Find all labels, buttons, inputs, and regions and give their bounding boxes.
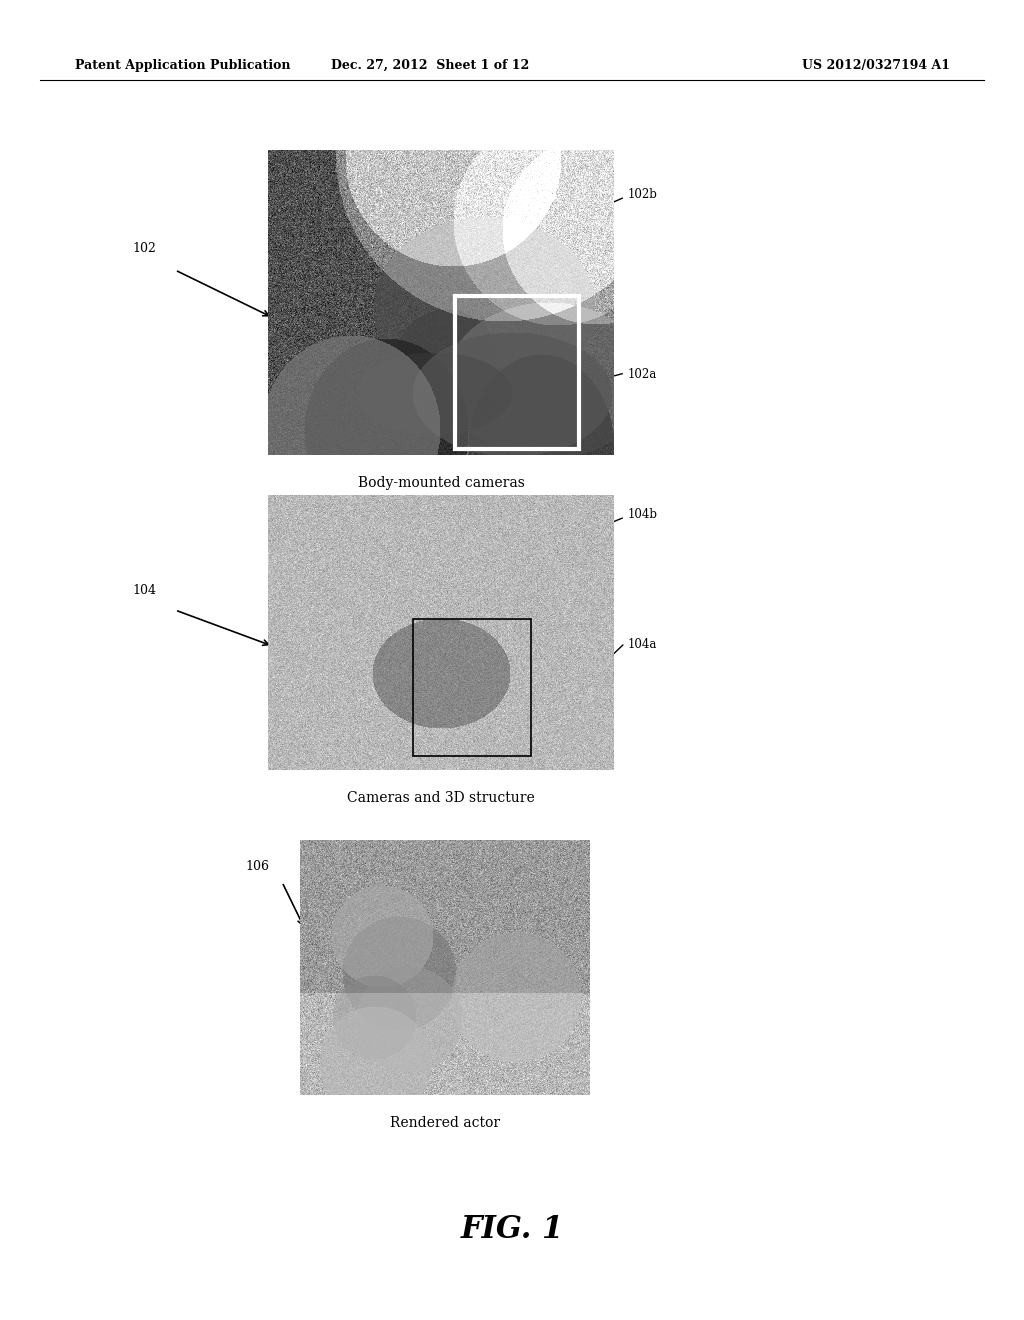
Text: Cameras and 3D structure: Cameras and 3D structure [347,791,535,805]
Text: FIG. 1: FIG. 1 [461,1214,563,1246]
Text: 104: 104 [132,583,156,597]
Text: 104b: 104b [628,508,658,521]
Text: Body-mounted cameras: Body-mounted cameras [357,477,524,490]
Bar [455,297,580,449]
Text: 102a: 102a [628,368,657,381]
Text: 102: 102 [132,242,156,255]
Text: 106: 106 [245,859,269,873]
Text: Rendered actor: Rendered actor [390,1115,500,1130]
Text: Patent Application Publication: Patent Application Publication [75,58,291,71]
Text: 104a: 104a [628,639,657,652]
Text: 102b: 102b [628,189,657,202]
Text: US 2012/0327194 A1: US 2012/0327194 A1 [802,58,950,71]
Bar [414,619,531,756]
Text: Dec. 27, 2012  Sheet 1 of 12: Dec. 27, 2012 Sheet 1 of 12 [331,58,529,71]
